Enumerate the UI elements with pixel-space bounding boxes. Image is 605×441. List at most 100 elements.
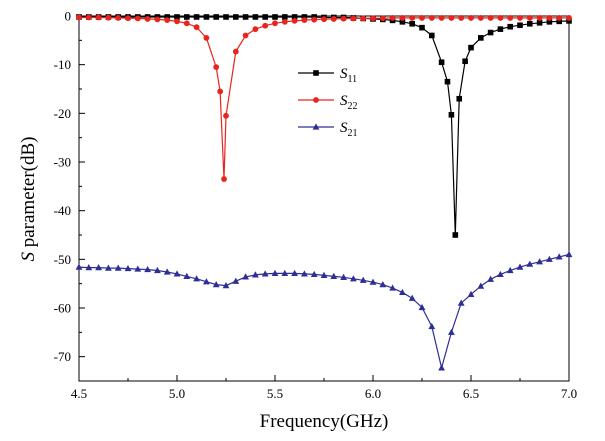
point-s21 (506, 266, 514, 274)
point-s11 (419, 24, 425, 31)
point-s21 (448, 328, 455, 335)
y-tick-label: 0 (65, 9, 72, 24)
y-axis-title-italic: S (18, 252, 39, 262)
point-s21 (203, 278, 210, 285)
point-s11 (233, 14, 239, 20)
point-s22 (242, 32, 249, 39)
legend-label-sub: 11 (348, 74, 358, 85)
point-s22 (223, 112, 229, 119)
legend-label: S21 (340, 120, 358, 139)
point-s11 (536, 20, 543, 26)
point-s21 (487, 275, 494, 282)
point-s21 (222, 282, 230, 289)
point-s21 (516, 263, 524, 270)
legend-marker (313, 70, 319, 76)
point-s21 (85, 264, 93, 271)
point-s22 (232, 48, 239, 55)
point-s22 (399, 15, 406, 21)
point-s22 (183, 20, 190, 27)
point-s22 (487, 15, 494, 21)
point-s21 (134, 265, 142, 272)
point-s22 (301, 17, 308, 24)
y-tick-label: -50 (54, 252, 71, 267)
point-s11 (399, 19, 406, 25)
point-s22 (193, 24, 200, 31)
point-s22 (144, 16, 151, 22)
point-s11 (213, 14, 219, 20)
point-s22 (468, 15, 474, 21)
point-s11 (546, 19, 553, 25)
point-s21 (428, 322, 436, 330)
point-s22 (105, 14, 112, 21)
point-s22 (360, 15, 367, 22)
point-s21 (183, 272, 191, 279)
point-s11 (556, 18, 562, 25)
point-s22 (174, 18, 180, 25)
point-s21 (291, 269, 298, 277)
point-s22 (458, 15, 465, 21)
point-s21 (418, 303, 426, 311)
point-s21 (399, 288, 406, 296)
point-s21 (173, 270, 181, 277)
point-s11 (291, 14, 298, 20)
point-s21 (163, 268, 171, 275)
point-s22 (497, 15, 504, 21)
point-s21 (320, 271, 328, 278)
point-s22 (340, 15, 347, 22)
point-s11 (252, 14, 259, 20)
point-s11 (517, 22, 523, 29)
point-s22 (125, 15, 131, 22)
point-s11 (448, 111, 455, 118)
x-axis-title: Frequency(GHz) (260, 411, 389, 432)
point-s21 (379, 281, 387, 288)
point-s11 (468, 44, 474, 51)
point-s22 (556, 15, 563, 21)
point-s21 (467, 290, 475, 297)
point-s22 (203, 35, 210, 41)
point-s22 (438, 15, 445, 21)
point-s11 (272, 14, 278, 20)
legend-item-s21: S21 (298, 120, 358, 139)
point-s21 (75, 263, 83, 270)
x-tick-label: 7.0 (561, 386, 577, 401)
point-s22 (262, 22, 269, 29)
point-s22 (370, 15, 376, 22)
point-s21 (526, 260, 534, 267)
legend-label-main: S (340, 120, 348, 136)
point-s22 (330, 16, 337, 22)
point-s22 (213, 64, 220, 70)
point-s21 (369, 278, 377, 285)
legend-label-main: S (340, 66, 348, 82)
point-s21 (114, 264, 122, 271)
point-s11 (282, 14, 288, 20)
point-s11 (478, 35, 484, 41)
point-s22 (321, 16, 327, 23)
y-axis-title-rest: parameter(dB) (18, 136, 39, 252)
point-s22 (311, 16, 318, 23)
point-s22 (85, 14, 92, 21)
point-s21 (193, 275, 200, 282)
legend-item-s22: S22 (298, 93, 358, 112)
point-s21 (124, 264, 132, 272)
point-s11 (242, 14, 249, 20)
point-s22 (281, 18, 288, 25)
point-s22 (419, 15, 425, 21)
point-s11 (301, 14, 308, 20)
point-s22 (526, 15, 533, 21)
point-s21 (438, 364, 445, 371)
point-s21 (252, 271, 259, 278)
point-s21 (95, 264, 102, 271)
point-s21 (330, 272, 338, 279)
point-s21 (408, 294, 416, 301)
legend-label-sub: 21 (348, 128, 358, 139)
point-s22 (389, 15, 396, 21)
y-tick-label: -40 (54, 203, 71, 218)
x-tick-label: 5.0 (169, 386, 185, 401)
series-group (75, 14, 573, 371)
point-s21 (301, 270, 308, 277)
point-s11 (452, 232, 459, 238)
point-s11 (203, 14, 210, 20)
legend-marker (313, 97, 319, 103)
